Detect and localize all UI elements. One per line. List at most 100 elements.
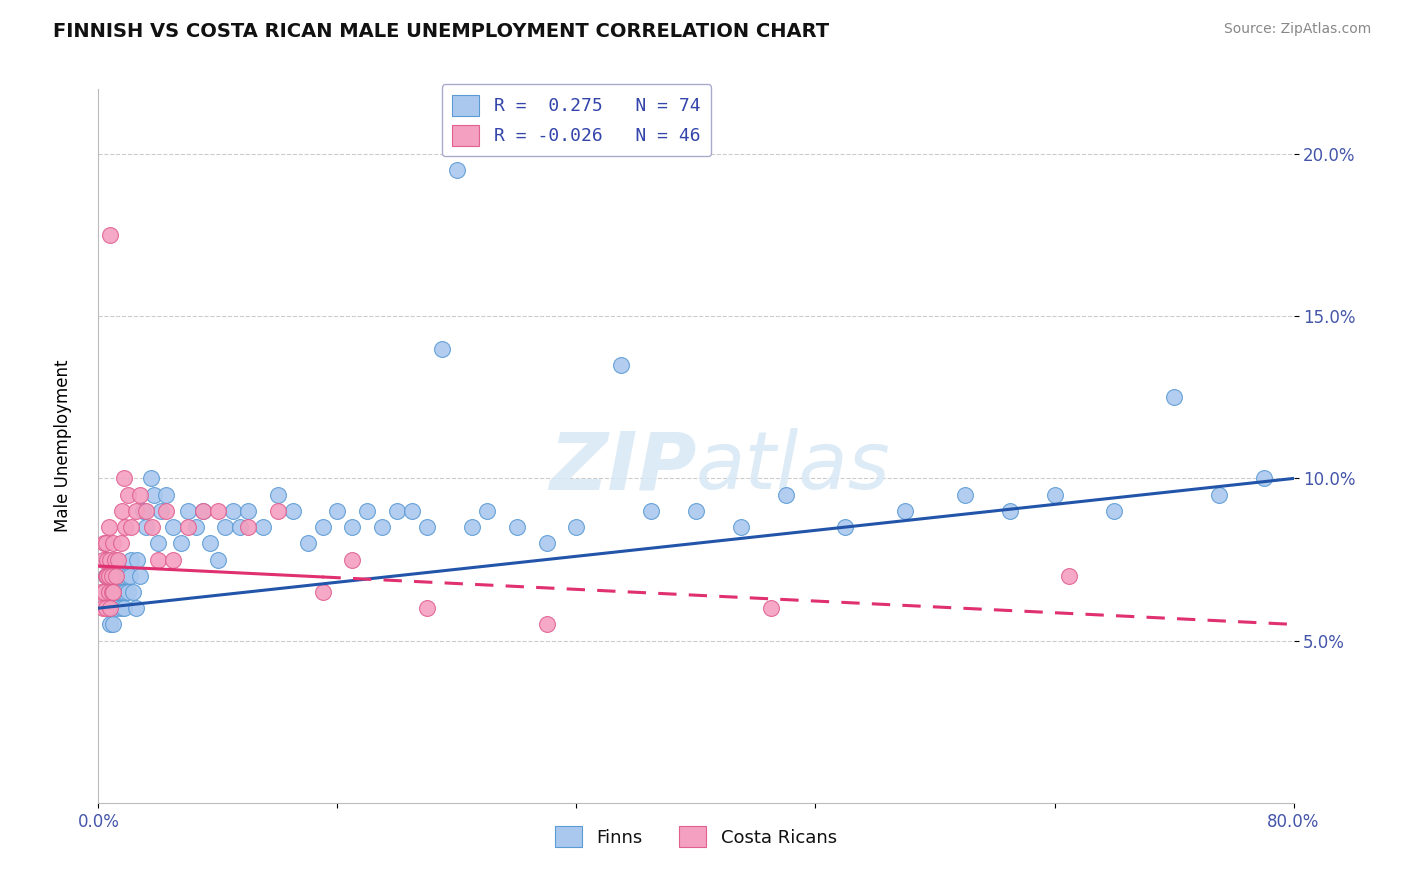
Point bbox=[311, 520, 333, 534]
Point bbox=[148, 536, 170, 550]
Text: FINNISH VS COSTA RICAN MALE UNEMPLOYMENT CORRELATION CHART: FINNISH VS COSTA RICAN MALE UNEMPLOYMENT… bbox=[53, 22, 830, 41]
Point bbox=[207, 552, 229, 566]
Point bbox=[91, 601, 114, 615]
Point bbox=[101, 568, 124, 582]
Point bbox=[155, 504, 177, 518]
Text: Male Unemployment: Male Unemployment bbox=[55, 359, 72, 533]
Point bbox=[114, 585, 136, 599]
Point bbox=[98, 228, 122, 243]
Point bbox=[97, 568, 120, 582]
Point bbox=[125, 601, 148, 615]
Point bbox=[1208, 488, 1230, 502]
Point bbox=[953, 488, 976, 502]
Point bbox=[118, 568, 141, 582]
Point bbox=[120, 552, 142, 566]
Point bbox=[117, 488, 139, 502]
Point bbox=[103, 568, 125, 582]
Point bbox=[385, 504, 409, 518]
Point bbox=[94, 585, 117, 599]
Point bbox=[342, 552, 364, 566]
Point bbox=[267, 488, 290, 502]
Point bbox=[730, 520, 752, 534]
Point bbox=[90, 585, 112, 599]
Text: Source: ZipAtlas.com: Source: ZipAtlas.com bbox=[1223, 22, 1371, 37]
Point bbox=[162, 552, 184, 566]
Point bbox=[326, 504, 349, 518]
Point bbox=[112, 601, 135, 615]
Point bbox=[229, 520, 252, 534]
Point bbox=[115, 568, 138, 582]
Point bbox=[461, 520, 484, 534]
Point bbox=[135, 520, 157, 534]
Point bbox=[94, 536, 117, 550]
Point bbox=[101, 585, 124, 599]
Point bbox=[135, 504, 157, 518]
Point bbox=[155, 488, 177, 502]
Point bbox=[97, 520, 120, 534]
Point bbox=[94, 568, 117, 582]
Point bbox=[1163, 390, 1185, 404]
Point bbox=[141, 520, 163, 534]
Point bbox=[236, 520, 259, 534]
Point bbox=[475, 504, 498, 518]
Point bbox=[110, 536, 132, 550]
Point bbox=[103, 585, 125, 599]
Point bbox=[103, 617, 125, 632]
Point bbox=[191, 504, 214, 518]
Point bbox=[103, 585, 125, 599]
Point bbox=[94, 568, 117, 582]
Point bbox=[139, 471, 162, 485]
Point bbox=[536, 617, 558, 632]
Point bbox=[94, 552, 117, 566]
Point bbox=[148, 552, 170, 566]
Point bbox=[111, 585, 134, 599]
Point bbox=[430, 342, 453, 356]
Point bbox=[121, 585, 143, 599]
Point bbox=[214, 520, 236, 534]
Point bbox=[342, 520, 364, 534]
Point bbox=[114, 520, 136, 534]
Point bbox=[371, 520, 394, 534]
Point bbox=[775, 488, 797, 502]
Point bbox=[297, 536, 319, 550]
Point bbox=[142, 488, 165, 502]
Point bbox=[107, 585, 129, 599]
Point bbox=[446, 163, 468, 178]
Point bbox=[236, 504, 259, 518]
Point bbox=[416, 601, 439, 615]
Point bbox=[120, 520, 142, 534]
Point bbox=[127, 552, 149, 566]
Point bbox=[93, 536, 115, 550]
Point bbox=[93, 585, 115, 599]
Point bbox=[200, 536, 222, 550]
Point bbox=[1104, 504, 1126, 518]
Point bbox=[207, 504, 229, 518]
Point bbox=[104, 552, 127, 566]
Text: atlas: atlas bbox=[696, 428, 891, 507]
Point bbox=[267, 504, 290, 518]
Point bbox=[105, 601, 128, 615]
Point bbox=[107, 552, 129, 566]
Point bbox=[96, 552, 118, 566]
Point bbox=[311, 585, 333, 599]
Point bbox=[177, 504, 200, 518]
Point bbox=[640, 504, 662, 518]
Point bbox=[610, 358, 633, 372]
Point bbox=[356, 504, 378, 518]
Point bbox=[125, 504, 148, 518]
Point bbox=[129, 568, 152, 582]
Point bbox=[834, 520, 856, 534]
Point bbox=[222, 504, 245, 518]
Point bbox=[112, 471, 135, 485]
Point bbox=[129, 488, 152, 502]
Point bbox=[162, 520, 184, 534]
Point bbox=[132, 504, 155, 518]
Point bbox=[98, 601, 122, 615]
Point bbox=[998, 504, 1021, 518]
Point bbox=[169, 536, 191, 550]
Point bbox=[110, 568, 132, 582]
Point bbox=[401, 504, 423, 518]
Point bbox=[98, 617, 122, 632]
Point bbox=[150, 504, 173, 518]
Point bbox=[281, 504, 304, 518]
